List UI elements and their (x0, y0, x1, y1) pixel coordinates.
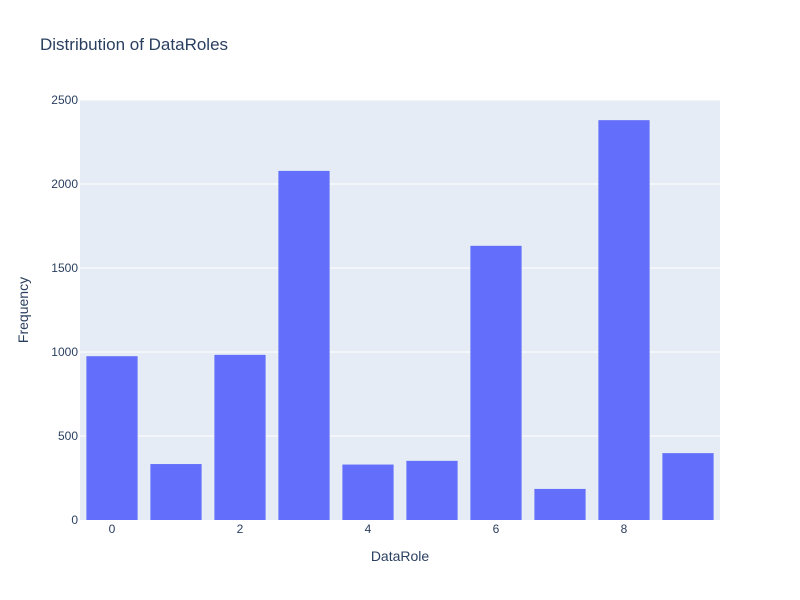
y-axis-ticks: 0 500 1000 1500 2000 2500 (51, 93, 78, 527)
x-tick-label: 2 (237, 522, 244, 536)
chart-title: Distribution of DataRoles (40, 35, 228, 54)
x-axis-title: DataRole (371, 548, 430, 564)
y-tick-label: 500 (58, 429, 78, 443)
y-tick-label: 2000 (51, 177, 78, 191)
bars (86, 120, 714, 520)
bar-8[interactable] (598, 120, 650, 520)
bar-5[interactable] (406, 460, 458, 520)
bar-9[interactable] (662, 453, 714, 520)
y-axis-title: Frequency (15, 277, 31, 343)
bar-1[interactable] (150, 464, 202, 520)
y-tick-label: 2500 (51, 93, 78, 107)
bar-2[interactable] (214, 354, 266, 520)
x-axis-ticks: 0 2 4 6 8 (109, 522, 628, 536)
x-tick-label: 8 (621, 522, 628, 536)
x-tick-label: 4 (365, 522, 372, 536)
bar-7[interactable] (534, 488, 586, 520)
x-tick-label: 0 (109, 522, 116, 536)
x-tick-label: 6 (493, 522, 500, 536)
y-tick-label: 1500 (51, 261, 78, 275)
bar-3[interactable] (278, 170, 330, 520)
y-tick-label: 1000 (51, 345, 78, 359)
y-tick-label: 0 (71, 513, 78, 527)
bar-6[interactable] (470, 245, 522, 520)
bar-0[interactable] (86, 356, 138, 520)
bar-4[interactable] (342, 464, 394, 520)
